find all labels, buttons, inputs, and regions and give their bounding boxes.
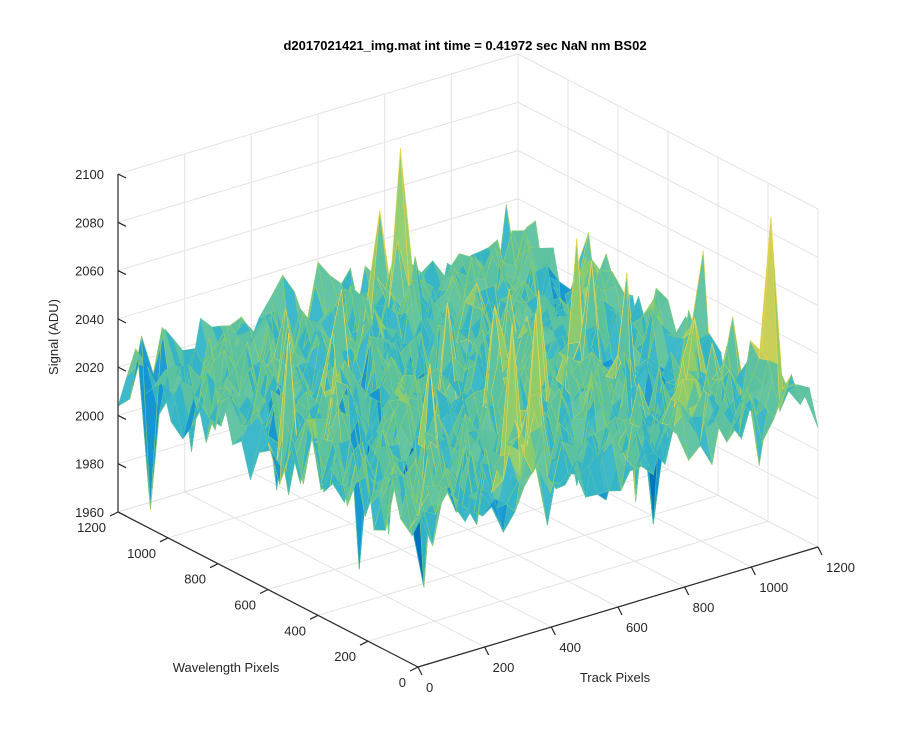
back-grid-line [117,198,519,320]
z-tick-label: 1960 [75,505,104,520]
y-tick-label: 400 [284,623,306,638]
side-grid-line [517,101,819,258]
x-tick-label: 200 [493,660,515,675]
y-tick-mark [209,563,219,569]
z-tick-label: 2000 [75,408,104,423]
z-tick-label: 2040 [75,312,104,327]
x-tick-mark [684,586,690,596]
x-tick-label: 800 [693,600,715,615]
y-tick-label: 0 [399,675,406,690]
z-tick-mark [117,270,127,276]
back-grid-line [117,101,519,223]
z-tick-label: 1980 [75,457,104,472]
y-tick-label: 800 [184,572,206,587]
floor-grid-line [317,494,719,616]
z-tick-mark [117,318,127,324]
surface [117,148,819,588]
z-tick-mark [117,366,127,372]
y-tick-mark [309,614,319,620]
z-axis-label: Signal (ADU) [46,299,61,375]
side-grid-line [517,53,819,210]
x-tick-label: 600 [626,620,648,635]
x-tick-label: 1000 [759,580,788,595]
floor-grid-line [367,520,769,642]
x-tick-label: 1200 [826,560,855,575]
x-tick-mark [484,646,490,656]
tick-labels: 0 200 400 600 800 1000 1200 0 200 400 600 800 1000 12… [75,167,855,695]
x-tick-label: 0 [426,680,433,695]
x-tick-mark [817,546,823,556]
y-tick-mark [359,640,369,646]
back-grid-line [117,150,519,272]
x-tick-mark [417,666,423,676]
z-tick-mark [117,414,127,420]
chart-title: d2017021421_img.mat int time = 0.41972 s… [283,38,646,53]
z-tick-label: 2020 [75,360,104,375]
y-tick-label: 1200 [77,520,106,535]
y-tick-mark [259,588,269,595]
x-tick-label: 400 [559,640,581,655]
z-tick-mark [117,221,127,227]
z-tick-mark [117,463,127,469]
y-tick-label: 1000 [127,546,156,561]
y-tick-mark [409,666,419,672]
z-tick-mark [117,511,127,517]
x-tick-mark [550,626,556,636]
y-tick-label: 200 [334,649,356,664]
z-tick-mark [117,173,127,179]
y-tick-mark [109,511,119,517]
y-tick-mark [159,537,169,543]
x-tick-mark [750,566,756,576]
x-axis-label: Track Pixels [580,670,651,685]
back-grid-line [117,53,519,175]
z-tick-label: 2080 [75,215,104,230]
surface-patch [796,384,819,428]
axes [109,173,823,676]
x-tick-mark [617,606,623,616]
y-tick-label: 600 [234,598,256,613]
y-axis-label: Wavelength Pixels [173,660,280,675]
z-tick-label: 2060 [75,264,104,279]
z-tick-label: 2100 [75,167,104,182]
